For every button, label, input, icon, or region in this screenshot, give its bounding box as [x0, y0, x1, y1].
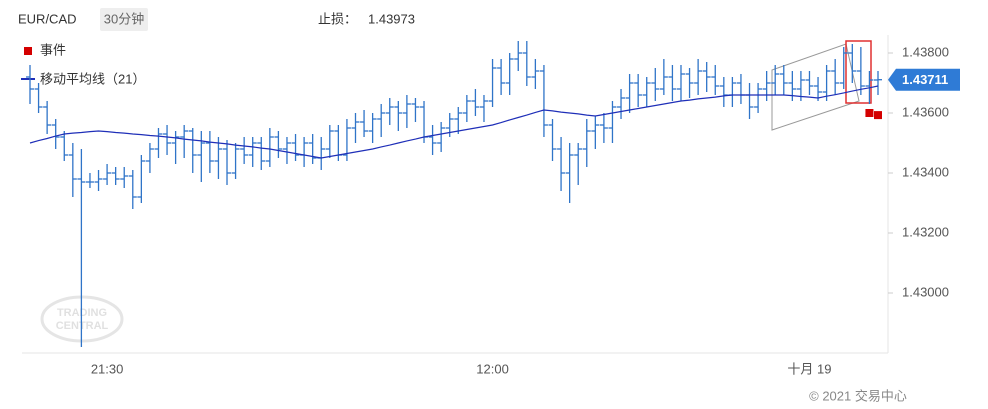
stop-loss-value: 1.43973 — [368, 11, 415, 26]
event-marker — [865, 109, 874, 117]
legend-label[interactable]: 移动平均线（21） — [40, 71, 145, 86]
watermark-text: CENTRAL — [56, 320, 109, 332]
y-tick-label: 1.43600 — [902, 104, 949, 119]
y-tick-label: 1.43800 — [902, 44, 949, 59]
legend-label[interactable]: 事件 — [40, 42, 66, 57]
channel-drawing — [771, 43, 860, 131]
interval[interactable]: 30分钟 — [104, 11, 144, 26]
x-tick-label: 十月 19 — [787, 361, 831, 376]
moving-average — [29, 85, 879, 159]
x-tick-label: 21:30 — [91, 361, 124, 376]
last-price-tag — [888, 68, 960, 91]
highlight-box — [845, 40, 872, 104]
legend-swatch — [24, 47, 32, 55]
copyright: © 2021 交易中心 — [809, 388, 907, 403]
stop-loss-label: 止损： — [318, 11, 357, 26]
y-tick-label: 1.43200 — [902, 224, 949, 239]
symbol: EUR/CAD — [18, 11, 77, 26]
x-tick-label: 12:00 — [476, 361, 509, 376]
last-price-label: 1.43711 — [902, 72, 948, 87]
event-marker — [874, 111, 882, 120]
y-tick-label: 1.43400 — [902, 164, 949, 179]
y-tick-label: 1.43000 — [902, 284, 949, 299]
interval-pill[interactable] — [100, 8, 148, 31]
